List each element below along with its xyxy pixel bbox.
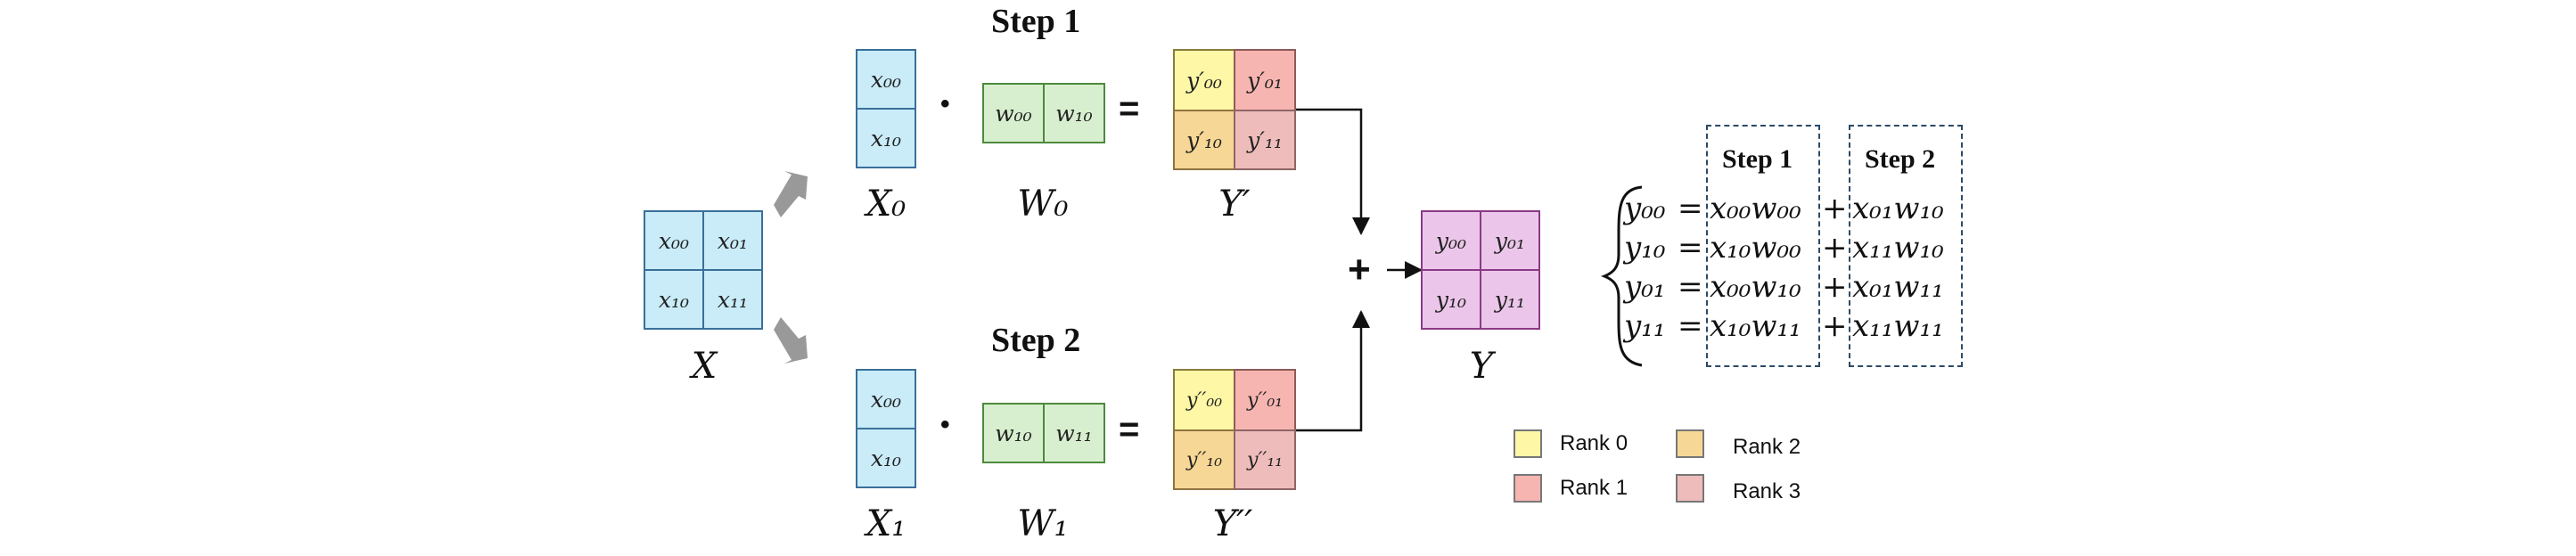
equation-brace — [1600, 185, 1643, 367]
equation-term-step1: 𝑥₀₀𝑤₁₀ — [1710, 269, 1801, 305]
matrix-x-cell: 𝑥₀₁ — [702, 210, 763, 271]
equation-plus: + — [1822, 269, 1848, 305]
arrow-ydoubleprime-to-plus — [1294, 310, 1370, 432]
equation-term-step2: 𝑥₀₁𝑤₁₀ — [1852, 191, 1944, 226]
equation-plus: + — [1822, 230, 1848, 266]
matrix-x-cell: 𝑥₀₀ — [644, 210, 704, 271]
equation-plus: + — [1822, 308, 1848, 344]
legend-label-rank1: Rank 1 — [1560, 476, 1628, 500]
equation-equals: = — [1678, 308, 1703, 344]
equation-lhs: 𝑦₀₀ — [1624, 191, 1666, 226]
step2-dashed-box — [1849, 125, 1963, 367]
w1-cell: 𝑤₁₁ — [1043, 403, 1105, 463]
equation-term-step1: 𝑥₁₀𝑤₀₀ — [1710, 230, 1801, 266]
plus-operator: + — [1348, 248, 1371, 291]
equation-equals: = — [1678, 269, 1703, 305]
equation-head-step2: Step 2 — [1865, 144, 1936, 174]
w1-cell: 𝑤₁₀ — [982, 403, 1045, 463]
legend-swatch-rank2 — [1676, 429, 1704, 458]
legend-label-rank3: Rank 3 — [1733, 479, 1801, 503]
matrix-x-cell: 𝑥₁₁ — [702, 269, 763, 330]
step1-title: Step 1 — [991, 3, 1081, 40]
ydoubleprime-cell-rank1: 𝑦′′₀₁ — [1234, 369, 1296, 431]
equation-head-step1: Step 1 — [1722, 144, 1793, 174]
legend-label-rank0: Rank 0 — [1560, 431, 1628, 455]
legend-swatch-rank0 — [1514, 429, 1542, 458]
ydoubleprime-cell-rank0: 𝑦′′₀₀ — [1173, 369, 1235, 431]
split-arrow-up-icon — [774, 171, 808, 217]
matrix-y-cell: 𝑦₀₁ — [1480, 210, 1540, 271]
matrix-y-cell: 𝑦₀₀ — [1421, 210, 1481, 271]
legend-label-rank2: Rank 2 — [1733, 435, 1801, 459]
equation-equals: = — [1678, 191, 1703, 226]
dot-operator: • — [940, 410, 950, 439]
equation-lhs: 𝑦₁₀ — [1624, 230, 1666, 266]
equation-plus: + — [1822, 191, 1848, 226]
x1-label: X₁ — [866, 503, 907, 544]
arrow-yprime-to-plus — [1294, 108, 1370, 235]
x1-cell: 𝑥₁₀ — [856, 428, 916, 488]
equation-lhs: 𝑦₁₁ — [1624, 308, 1666, 344]
x0-label: X₀ — [866, 184, 907, 225]
equation-term-step2: 𝑥₁₁𝑤₁₀ — [1852, 230, 1944, 266]
equation-term-step2: 𝑥₁₁𝑤₁₁ — [1852, 308, 1944, 344]
x0-cell: 𝑥₁₀ — [856, 108, 916, 168]
equation-lhs: 𝑦₀₁ — [1624, 269, 1666, 305]
yprime-cell-rank0: 𝑦′₀₀ — [1173, 49, 1235, 111]
equation-term-step2: 𝑥₀₁𝑤₁₁ — [1852, 269, 1944, 305]
step1-dashed-box — [1706, 125, 1820, 367]
equals-operator: = — [1119, 410, 1140, 449]
legend-swatch-rank1 — [1514, 474, 1542, 503]
w1-label: W₁ — [1017, 503, 1069, 544]
equation-equals: = — [1678, 230, 1703, 266]
step2-title: Step 2 — [991, 322, 1081, 359]
yprime-cell-rank2: 𝑦′₁₀ — [1173, 110, 1235, 170]
equation-term-step1: 𝑥₁₀𝑤₁₁ — [1710, 308, 1801, 344]
w0-label: W₀ — [1017, 184, 1069, 225]
matrix-y-label: Y — [1469, 346, 1494, 387]
yprime-label: Y′ — [1218, 184, 1251, 225]
split-arrow-down-icon — [774, 317, 808, 364]
x1-cell: 𝑥₀₀ — [856, 369, 916, 429]
equation-term-step1: 𝑥₀₀𝑤₀₀ — [1710, 191, 1801, 226]
matrix-x-cell: 𝑥₁₀ — [644, 269, 704, 330]
w0-cell: 𝑤₀₀ — [982, 83, 1045, 143]
dot-operator: • — [940, 89, 950, 119]
matrix-x-label: X — [691, 346, 718, 387]
yprime-cell-rank3: 𝑦′₁₁ — [1234, 110, 1296, 170]
w0-cell: 𝑤₁₀ — [1043, 83, 1105, 143]
ydoubleprime-cell-rank3: 𝑦′′₁₁ — [1234, 429, 1296, 490]
x0-cell: 𝑥₀₀ — [856, 49, 916, 110]
ydoubleprime-label: Y′′ — [1212, 503, 1253, 544]
equals-operator: = — [1119, 89, 1140, 128]
matrix-y-cell: 𝑦₁₀ — [1421, 269, 1481, 330]
yprime-cell-rank1: 𝑦′₀₁ — [1234, 49, 1296, 111]
matrix-y-cell: 𝑦₁₁ — [1480, 269, 1540, 330]
legend-swatch-rank3 — [1676, 474, 1704, 503]
ydoubleprime-cell-rank2: 𝑦′′₁₀ — [1173, 429, 1235, 490]
